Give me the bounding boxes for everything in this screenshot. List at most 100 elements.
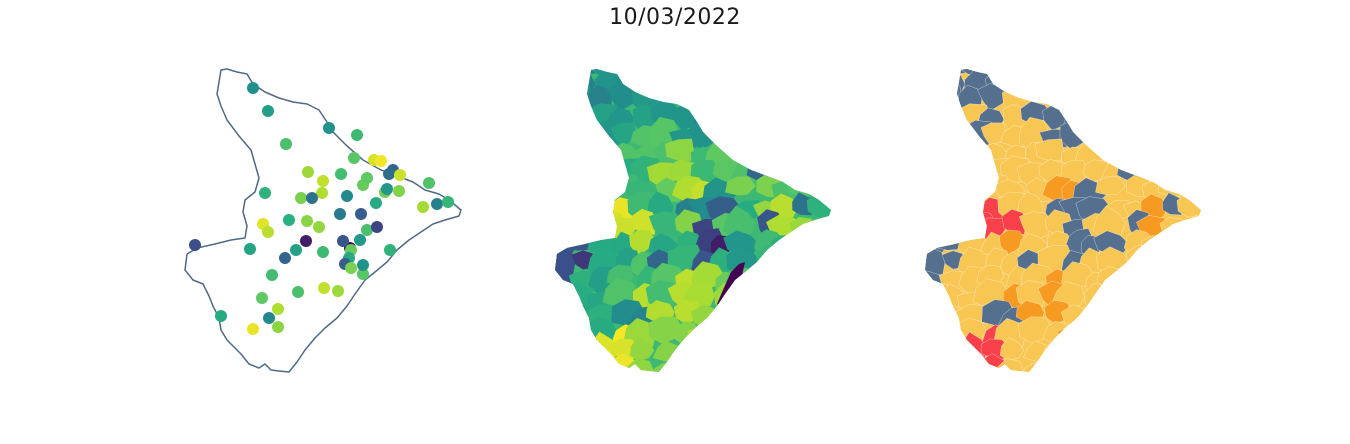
station-marker xyxy=(370,197,382,209)
municipality-region xyxy=(811,248,831,272)
municipality-region xyxy=(727,81,761,112)
risk-class-region xyxy=(1101,352,1135,372)
municipality-region xyxy=(706,320,737,353)
risk-class-region xyxy=(1117,90,1149,119)
risk-class-region xyxy=(925,69,926,97)
risk-class-region xyxy=(1157,332,1189,364)
municipality-region xyxy=(706,69,737,73)
risk-class-region xyxy=(936,69,969,75)
municipality-region xyxy=(811,263,831,297)
risk-class-region xyxy=(1160,227,1194,252)
municipality-region xyxy=(567,83,593,112)
risk-class-region xyxy=(938,112,969,131)
risk-class-region xyxy=(1048,83,1070,107)
risk-class-region xyxy=(1095,176,1126,196)
risk-class-region xyxy=(915,216,924,241)
risk-class-region xyxy=(937,344,970,366)
municipality-region xyxy=(555,358,557,372)
municipality-region xyxy=(555,183,566,208)
municipality-region xyxy=(568,112,599,131)
station-marker xyxy=(262,105,274,117)
municipality-region xyxy=(814,216,831,242)
risk-class-region xyxy=(935,177,972,202)
municipality-region xyxy=(789,286,822,312)
risk-class-region xyxy=(1057,69,1095,94)
municipality-region xyxy=(690,354,727,372)
risk-class-region xyxy=(1121,263,1149,293)
risk-class-region xyxy=(1180,69,1201,78)
risk-class-region xyxy=(1086,302,1114,336)
municipality-region xyxy=(788,247,813,279)
station-marker xyxy=(262,226,274,238)
risk-class-region xyxy=(925,126,932,153)
municipality-region xyxy=(769,69,798,79)
municipality-region xyxy=(629,337,655,362)
risk-class-region xyxy=(915,85,925,107)
municipality-region xyxy=(629,229,656,256)
municipality-region xyxy=(731,352,765,372)
risk-class-region xyxy=(925,211,948,235)
station-marker xyxy=(256,292,268,304)
municipality-region xyxy=(808,325,831,348)
risk-class-region xyxy=(1144,93,1176,118)
risk-class-region xyxy=(925,358,947,372)
municipality-region xyxy=(786,69,817,93)
risk-class-region xyxy=(925,71,953,95)
risk-class-region xyxy=(935,359,967,372)
municipality-region xyxy=(725,176,756,196)
municipality-region xyxy=(585,142,616,164)
municipality-region xyxy=(767,334,792,363)
station-marker xyxy=(272,303,284,315)
station-marker xyxy=(302,166,314,178)
risk-class-region xyxy=(1077,359,1105,372)
municipality-region xyxy=(768,155,796,181)
risk-class-region xyxy=(936,158,968,180)
station-marker xyxy=(316,187,328,199)
station-points-map xyxy=(184,68,462,373)
municipality-region xyxy=(572,139,602,169)
risk-class-region xyxy=(1157,69,1187,74)
municipality-region xyxy=(775,270,804,299)
risk-class-region xyxy=(1161,106,1192,136)
risk-class-region xyxy=(1119,349,1149,372)
municipality-region xyxy=(771,235,802,261)
station-marker xyxy=(341,190,353,202)
station-marker xyxy=(375,155,387,167)
municipality-region xyxy=(631,208,657,235)
station-marker xyxy=(244,243,256,255)
municipality-region xyxy=(555,341,579,364)
risk-class-region xyxy=(1140,355,1172,372)
municipality-region xyxy=(694,342,721,371)
municipality-region xyxy=(715,72,743,95)
municipality-region xyxy=(812,89,831,116)
municipality-region xyxy=(555,195,561,223)
risk-class-region xyxy=(1097,69,1135,73)
municipality-region xyxy=(752,340,787,362)
risk-class-region xyxy=(1140,69,1176,90)
risk-class-region xyxy=(925,280,936,310)
risk-class-region xyxy=(955,142,986,164)
municipality-region xyxy=(555,211,578,235)
risk-class-region xyxy=(1000,337,1025,362)
municipality-region xyxy=(725,341,763,365)
risk-class-region xyxy=(1156,146,1187,164)
municipality-region xyxy=(809,69,831,78)
risk-class-region xyxy=(1139,155,1166,181)
risk-class-region xyxy=(1159,286,1192,312)
municipality-region xyxy=(809,358,831,372)
risk-class-region xyxy=(1082,121,1109,148)
municipality-region xyxy=(555,156,560,186)
municipality-region xyxy=(706,339,739,370)
municipality-region xyxy=(555,337,560,365)
municipality-region xyxy=(812,158,831,191)
risk-class-region xyxy=(1048,69,1075,91)
risk-class-region xyxy=(1136,326,1169,348)
municipality-region xyxy=(627,69,658,94)
risk-class-region xyxy=(1023,69,1049,78)
municipality-region xyxy=(555,106,558,138)
municipality-region xyxy=(687,326,722,353)
risk-class-region xyxy=(1137,247,1165,275)
risk-class-region xyxy=(925,183,936,208)
municipality-region xyxy=(716,302,744,336)
risk-class-region xyxy=(1057,326,1092,352)
